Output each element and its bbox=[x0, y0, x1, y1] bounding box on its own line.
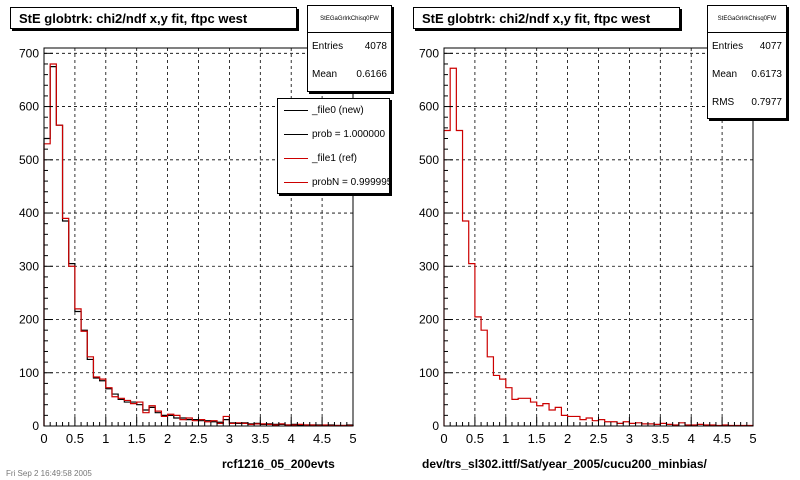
x-tick-label: 4 bbox=[688, 431, 695, 446]
x-tick-label: 5 bbox=[349, 431, 356, 446]
stat-label: Entries bbox=[312, 41, 344, 52]
y-tick-label: 0 bbox=[432, 419, 439, 433]
stat-label: RMS bbox=[712, 97, 735, 108]
x-tick-label: 2 bbox=[564, 431, 571, 446]
stat-label: Entries bbox=[712, 41, 744, 52]
right-stats-entries: Entries 4077 bbox=[708, 33, 786, 61]
legend-entry-probn: probN = 0.999995 bbox=[278, 171, 390, 193]
right-stats-rms: RMS 0.7977 bbox=[708, 89, 786, 117]
x-tick-label: 1.5 bbox=[528, 431, 546, 446]
y-tick-label: 100 bbox=[419, 366, 439, 380]
stat-value: 0.7977 bbox=[751, 97, 782, 108]
stat-value: 0.6166 bbox=[356, 69, 387, 80]
histogram-series bbox=[43, 63, 354, 427]
legend-entry-prob: prob = 1.000000 bbox=[278, 123, 389, 147]
legend-label: prob = 1.000000 bbox=[312, 129, 386, 140]
y-tick-label: 600 bbox=[419, 100, 439, 114]
right-source-caption: dev/trs_sl302.ittf/Sat/year_2005/cucu200… bbox=[422, 457, 707, 471]
legend-entry-file1: _file1 (ref) bbox=[278, 147, 389, 171]
left-stats-header: StEGaGrlrkChisq0FW bbox=[308, 6, 391, 33]
right-histogram-chart: 0 0.5 1 1.5 2 2.5 3 3.5 4 4.5 5 0 100 200 300 400 500 600… bbox=[419, 46, 757, 446]
x-tick-label: 2.5 bbox=[189, 431, 207, 446]
left-stats-box: StEGaGrlrkChisq0FW Entries 4078 Mean 0.6… bbox=[307, 5, 392, 92]
legend-line-swatch bbox=[284, 182, 308, 183]
left-stats-mean: Mean 0.6166 bbox=[308, 61, 391, 89]
x-tick-label: 4 bbox=[288, 431, 295, 446]
y-tick-label: 100 bbox=[19, 366, 39, 380]
y-tick-label: 300 bbox=[419, 259, 439, 273]
legend-entry-file0: _file0 (new) bbox=[278, 99, 389, 123]
legend-label: probN = 0.999995 bbox=[312, 177, 390, 188]
y-tick-label: 200 bbox=[19, 313, 39, 327]
stat-label: Mean bbox=[712, 69, 738, 80]
legend-line-swatch bbox=[284, 110, 308, 111]
y-tick-label: 400 bbox=[419, 206, 439, 220]
legend-line-swatch bbox=[284, 134, 308, 135]
x-tick-label: 0 bbox=[440, 431, 447, 446]
x-tick-label: 5 bbox=[749, 431, 756, 446]
left-histogram-chart: 0 0.5 1 1.5 2 2.5 3 3.5 4 4.5 5 0 100 200 300 400 500 600… bbox=[19, 46, 357, 446]
histogram-series bbox=[443, 67, 754, 427]
x-tick-label: 2.5 bbox=[589, 431, 607, 446]
stat-value: 0.6173 bbox=[751, 69, 782, 80]
legend-line-swatch bbox=[284, 158, 308, 159]
right-stats-mean: Mean 0.6173 bbox=[708, 61, 786, 89]
y-tick-label: 400 bbox=[19, 206, 39, 220]
x-tick-label: 0.5 bbox=[466, 431, 484, 446]
y-tick-label: 500 bbox=[419, 153, 439, 167]
right-stats-box: StEGaGrlrkChisq0FW Entries 4077 Mean 0.6… bbox=[707, 5, 787, 119]
x-tick-label: 4.5 bbox=[713, 431, 731, 446]
right-stats-header: StEGaGrlrkChisq0FW bbox=[708, 6, 786, 33]
y-tick-label: 200 bbox=[419, 313, 439, 327]
x-tick-label: 1 bbox=[102, 431, 109, 446]
x-tick-label: 0 bbox=[40, 431, 47, 446]
y-tick-label: 600 bbox=[19, 100, 39, 114]
stat-value: 4077 bbox=[759, 41, 782, 52]
stat-label: Mean bbox=[312, 69, 338, 80]
x-tick-label: 3 bbox=[626, 431, 633, 446]
left-source-caption: rcf1216_05_200evts bbox=[222, 457, 335, 471]
x-tick-label: 3.5 bbox=[251, 431, 269, 446]
y-tick-label: 500 bbox=[19, 153, 39, 167]
legend-label: _file0 (new) bbox=[312, 105, 364, 116]
right-histogram-title: StE globtrk: chi2/ndf x,y fit, ftpc west bbox=[413, 7, 680, 29]
x-tick-label: 0.5 bbox=[66, 431, 84, 446]
x-tick-label: 3 bbox=[226, 431, 233, 446]
footer-timestamp: Fri Sep 2 16:49:58 2005 bbox=[6, 469, 92, 478]
x-tick-label: 1.5 bbox=[128, 431, 146, 446]
legend-label: _file1 (ref) bbox=[312, 153, 358, 164]
y-tick-label: 700 bbox=[419, 46, 439, 60]
y-tick-label: 0 bbox=[32, 419, 39, 433]
x-tick-label: 3.5 bbox=[651, 431, 669, 446]
left-stats-entries: Entries 4078 bbox=[308, 33, 391, 61]
stat-value: 4078 bbox=[364, 41, 387, 52]
x-tick-label: 2 bbox=[164, 431, 171, 446]
x-tick-label: 1 bbox=[502, 431, 509, 446]
legend-box: _file0 (new) prob = 1.000000 _file1 (ref… bbox=[277, 98, 390, 194]
x-tick-label: 4.5 bbox=[313, 431, 331, 446]
left-histogram-title: StE globtrk: chi2/ndf x,y fit, ftpc west bbox=[10, 7, 297, 29]
y-tick-label: 700 bbox=[19, 46, 39, 60]
y-tick-label: 300 bbox=[19, 259, 39, 273]
